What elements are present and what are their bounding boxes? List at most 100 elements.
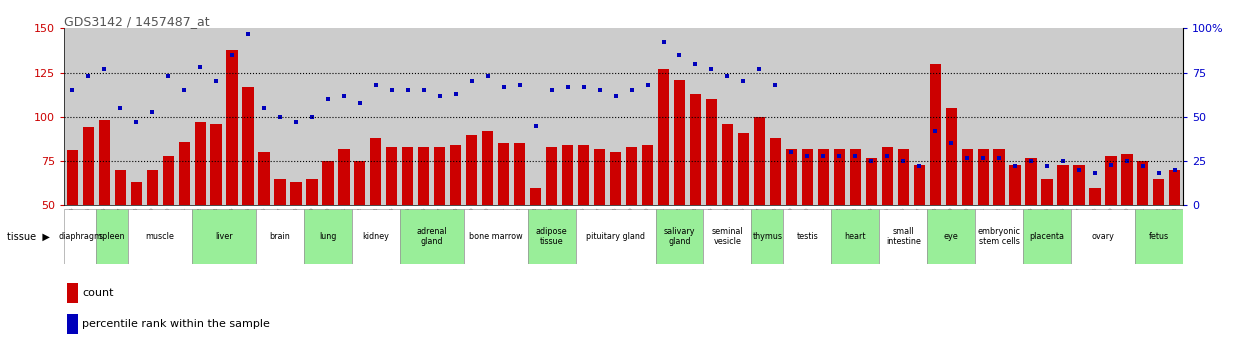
Point: [286, 119, 305, 125]
Point: [749, 66, 769, 72]
Point: [797, 153, 817, 159]
Bar: [480, 28, 496, 205]
Bar: [1137, 161, 1148, 205]
Point: [989, 155, 1009, 160]
Bar: [528, 209, 576, 264]
Bar: [115, 170, 126, 205]
Bar: [384, 28, 400, 205]
Bar: [768, 28, 784, 205]
Point: [1037, 164, 1057, 169]
Text: brain: brain: [269, 232, 290, 241]
Point: [366, 82, 386, 88]
Bar: [576, 28, 592, 205]
Point: [1149, 171, 1169, 176]
Bar: [304, 209, 352, 264]
Bar: [194, 122, 205, 205]
Point: [174, 87, 194, 93]
Bar: [719, 28, 735, 205]
Bar: [274, 179, 286, 205]
Point: [733, 79, 753, 84]
Bar: [112, 28, 129, 205]
Bar: [784, 209, 832, 264]
Point: [206, 79, 226, 84]
Bar: [802, 149, 813, 205]
Bar: [83, 127, 94, 205]
Bar: [161, 28, 177, 205]
Bar: [1023, 209, 1072, 264]
Bar: [1119, 28, 1135, 205]
Bar: [834, 149, 845, 205]
Bar: [722, 124, 733, 205]
Text: eye: eye: [944, 232, 959, 241]
Bar: [1072, 28, 1086, 205]
Point: [190, 64, 210, 70]
Text: embryonic
stem cells: embryonic stem cells: [978, 227, 1021, 246]
Bar: [258, 152, 269, 205]
Point: [765, 82, 785, 88]
Bar: [99, 120, 110, 205]
Text: thymus: thymus: [753, 232, 782, 241]
Bar: [658, 69, 669, 205]
Point: [894, 158, 913, 164]
Point: [334, 93, 353, 98]
Text: tissue  ▶: tissue ▶: [7, 231, 51, 241]
Bar: [595, 149, 606, 205]
Bar: [498, 143, 509, 205]
Point: [829, 153, 849, 159]
Point: [606, 93, 625, 98]
Point: [494, 84, 514, 90]
Point: [271, 114, 290, 120]
Bar: [320, 28, 336, 205]
Bar: [304, 28, 320, 205]
Text: pituitary gland: pituitary gland: [586, 232, 645, 241]
Bar: [655, 28, 671, 205]
Bar: [1089, 188, 1100, 205]
Bar: [1135, 209, 1183, 264]
Bar: [131, 182, 142, 205]
Point: [509, 82, 529, 88]
Bar: [192, 28, 208, 205]
Point: [1117, 158, 1137, 164]
Text: placenta: placenta: [1030, 232, 1064, 241]
Bar: [611, 152, 622, 205]
Bar: [512, 28, 528, 205]
Bar: [1058, 165, 1069, 205]
Bar: [352, 28, 368, 205]
Bar: [272, 28, 288, 205]
Bar: [226, 50, 237, 205]
Bar: [67, 314, 78, 334]
Bar: [482, 131, 493, 205]
Bar: [897, 149, 908, 205]
Bar: [911, 28, 927, 205]
Point: [702, 66, 722, 72]
Text: adrenal
gland: adrenal gland: [417, 227, 447, 246]
Bar: [96, 209, 129, 264]
Point: [1133, 164, 1153, 169]
Bar: [1151, 28, 1167, 205]
Bar: [703, 209, 751, 264]
Bar: [496, 28, 512, 205]
Bar: [978, 149, 989, 205]
Bar: [946, 108, 957, 205]
Point: [382, 87, 402, 93]
Bar: [546, 147, 557, 205]
Bar: [625, 147, 637, 205]
Bar: [929, 64, 941, 205]
Point: [1005, 164, 1025, 169]
Point: [302, 114, 321, 120]
Point: [255, 105, 274, 111]
Bar: [975, 209, 1023, 264]
Bar: [1023, 28, 1039, 205]
Bar: [464, 209, 528, 264]
Point: [973, 155, 993, 160]
Bar: [64, 209, 96, 264]
Bar: [608, 28, 624, 205]
Bar: [210, 124, 221, 205]
Point: [78, 73, 98, 79]
Bar: [323, 161, 334, 205]
Bar: [224, 28, 240, 205]
Bar: [400, 209, 464, 264]
Bar: [641, 145, 653, 205]
Point: [638, 82, 658, 88]
Bar: [706, 99, 717, 205]
